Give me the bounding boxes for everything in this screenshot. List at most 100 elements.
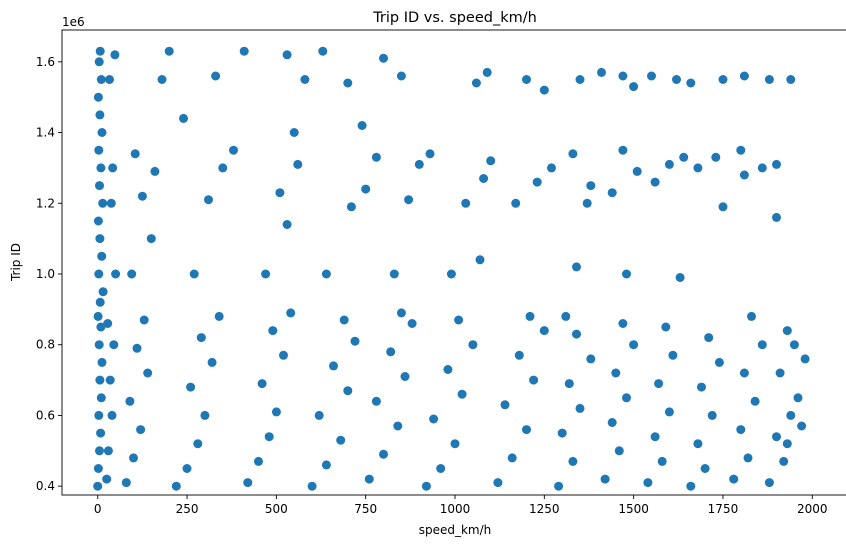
scatter-point [261, 269, 271, 279]
scatter-point [539, 85, 549, 95]
scatter-point [707, 410, 717, 420]
scatter-point [736, 425, 746, 435]
scatter-point [539, 326, 549, 336]
scatter-point [586, 354, 596, 364]
scatter-point [94, 269, 104, 279]
scatter-point [95, 181, 104, 191]
scatter-point [300, 75, 310, 84]
y-axis-offset-label: 1e6 [62, 15, 85, 29]
points-layer [93, 46, 810, 491]
scatter-point [127, 269, 137, 279]
y-tick-label: 1.0 [36, 267, 55, 281]
scatter-point [107, 410, 117, 420]
scatter-point [532, 177, 542, 187]
scatter-point [94, 145, 104, 155]
scatter-point [211, 71, 221, 81]
scatter-point [339, 315, 349, 325]
scatter-point [607, 188, 617, 198]
scatter-point [171, 481, 181, 491]
scatter-point [239, 46, 249, 56]
scatter-point [196, 333, 206, 343]
scatter-point [371, 396, 381, 406]
scatter-point [157, 75, 167, 84]
scatter-point [575, 75, 585, 84]
scatter-point [614, 446, 624, 456]
scatter-point [664, 159, 674, 169]
scatter-point [204, 195, 213, 205]
scatter-point [654, 379, 664, 389]
scatter-point [264, 432, 274, 442]
x-axis-label: speed_km/h [419, 523, 492, 537]
scatter-point [106, 198, 116, 208]
scatter-point [775, 368, 785, 378]
scatter-point [314, 410, 324, 420]
scatter-point [757, 340, 767, 350]
scatter-point [586, 181, 596, 191]
scatter-point [200, 410, 210, 420]
scatter-point [693, 163, 703, 173]
scatter-point [429, 414, 439, 424]
scatter-point [371, 152, 381, 162]
x-tick-label: 250 [176, 502, 199, 516]
scatter-point [772, 159, 781, 169]
scatter-point [268, 326, 278, 336]
scatter-point [675, 273, 685, 282]
scatter-point [364, 474, 374, 484]
scatter-point [779, 456, 789, 466]
scatter-point [95, 446, 104, 456]
scatter-point [800, 354, 810, 364]
scatter-point [522, 425, 531, 435]
y-tick-label: 0.6 [36, 408, 55, 422]
scatter-point [471, 78, 481, 88]
scatter-point [704, 333, 714, 343]
scatter-point [121, 478, 131, 488]
scatter-point [357, 121, 367, 130]
scatter-point [95, 46, 105, 56]
scatter-point [94, 340, 104, 350]
scatter-point [554, 481, 564, 491]
scatter-point [321, 460, 331, 470]
scatter-point [95, 234, 105, 244]
scatter-point [557, 428, 567, 438]
scatter-point [454, 315, 464, 325]
scatter-point [782, 326, 792, 336]
scatter-point [686, 481, 696, 491]
scatter-point [257, 379, 267, 389]
scatter-point [137, 191, 147, 201]
scatter-point [143, 368, 153, 378]
x-tick-label: 1250 [529, 502, 560, 516]
scatter-point [97, 251, 107, 261]
scatter-point [718, 202, 728, 212]
scatter-point [672, 75, 681, 84]
scatter-point [95, 297, 105, 307]
scatter-point [772, 432, 781, 442]
scatter-point [657, 456, 667, 466]
scatter-point [96, 163, 106, 173]
scatter-point [407, 319, 417, 328]
scatter-point [747, 311, 756, 321]
scatter-point [714, 357, 724, 367]
scatter-point [243, 478, 253, 488]
scatter-point [786, 75, 796, 84]
scatter-point [379, 449, 388, 459]
scatter-point [450, 439, 460, 449]
scatter-point [103, 446, 113, 456]
scatter-point [102, 474, 112, 484]
scatter-point [772, 212, 781, 222]
scatter-point [150, 166, 160, 176]
x-tick-label: 1750 [708, 502, 739, 516]
y-tick-label: 1.4 [36, 126, 55, 140]
x-tick-label: 500 [265, 502, 288, 516]
scatter-point [282, 50, 292, 60]
scatter-point [321, 269, 331, 279]
x-tick-label: 2000 [797, 502, 828, 516]
scatter-point [436, 464, 446, 473]
scatter-point [105, 375, 115, 385]
scatter-point [386, 347, 396, 357]
x-axis-ticks: 0 250 500 750 1000 1250 1500 1750 2000 [94, 495, 828, 516]
scatter-point [97, 357, 107, 367]
scatter-point [525, 311, 535, 321]
scatter-point [94, 410, 104, 420]
scatter-point [786, 410, 796, 420]
